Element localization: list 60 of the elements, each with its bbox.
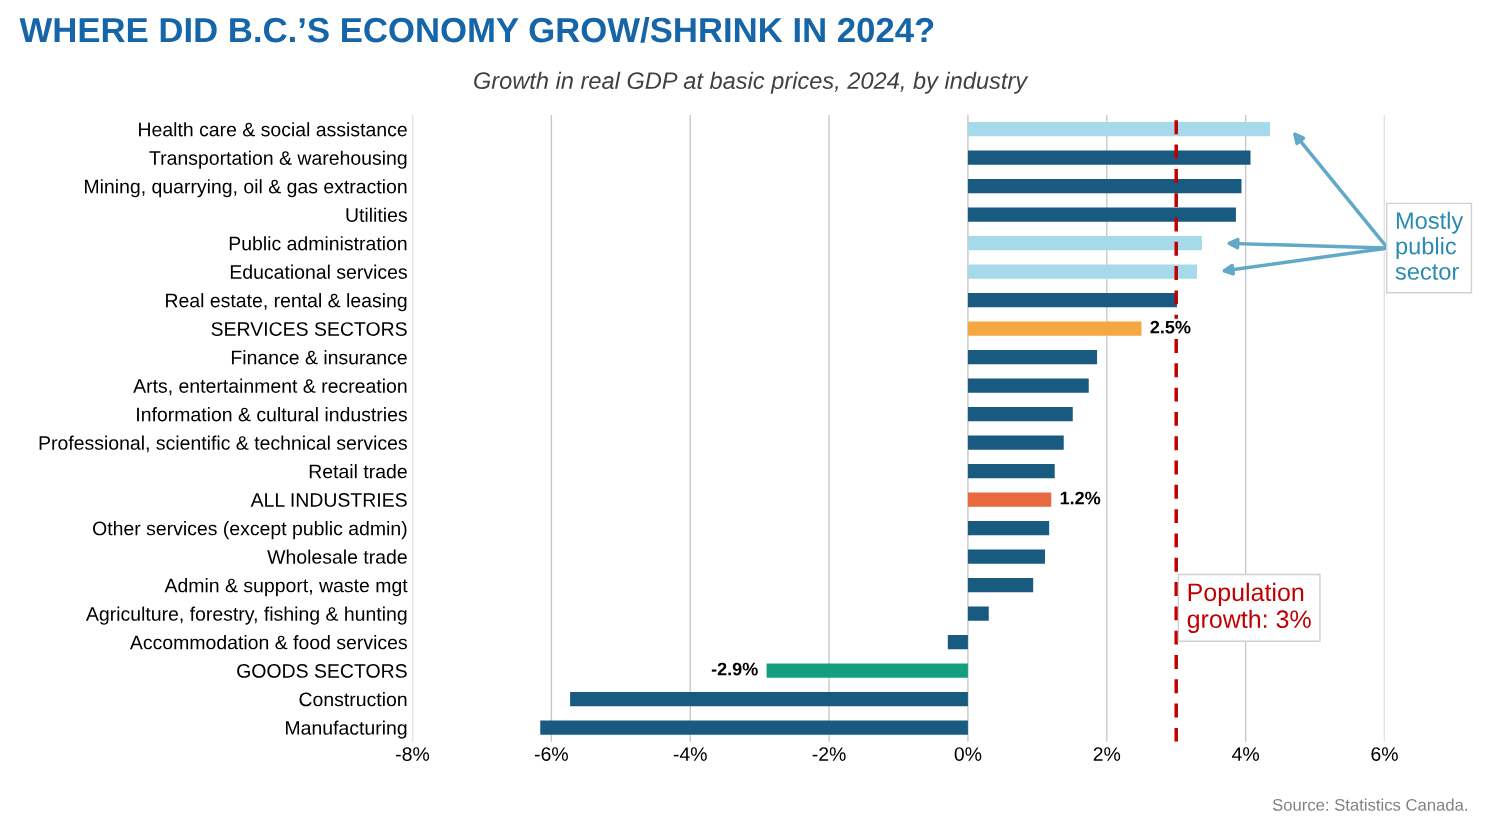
y-tick-label: Health care & social assistance	[139, 122, 407, 137]
ref-line-label: Population growth: 3%	[1187, 582, 1311, 634]
y-tick-label: Public administration	[229, 236, 407, 251]
y-tick-label: Mining, quarrying, oil & gas extraction	[85, 179, 407, 198]
y-tick-label: Real estate, rental & leasing	[166, 293, 407, 312]
y-tick-label: Agriculture, forestry, fishing & hunting	[85, 606, 407, 625]
y-tick-label: Finance & insurance	[231, 350, 407, 365]
y-tick-label: Information & cultural industries	[137, 407, 407, 422]
y-tick-label: Educational services	[230, 264, 407, 279]
bar	[967, 577, 1034, 593]
bar	[570, 691, 968, 707]
y-tick-label: Retail trade	[309, 464, 407, 479]
bar	[967, 207, 1236, 222]
chart-title: WHERE DID B.C.’S ECONOMY GROW/SHRINK IN 2024?	[19, 16, 934, 43]
x-tick-label: -8%	[396, 747, 430, 761]
bar	[967, 179, 1242, 194]
x-tick-label: 6%	[1371, 747, 1398, 761]
y-tick-label: Construction	[299, 692, 407, 707]
x-tick-label: -6%	[534, 747, 568, 761]
x-tick-label: 0%	[954, 747, 982, 761]
bar	[967, 464, 1055, 479]
bar	[947, 634, 968, 650]
x-tick-label: -4%	[673, 747, 707, 761]
data-label: -2.9%	[711, 662, 758, 676]
y-tick-label: Professional, scientific & technical services	[39, 435, 407, 453]
y-tick-label: Accommodation & food services	[129, 635, 407, 650]
y-tick-label: ALL INDUSTRIES	[250, 493, 407, 507]
bar	[967, 435, 1064, 450]
bar	[967, 378, 1089, 393]
y-tick-label: SERVICES SECTORS	[211, 322, 407, 336]
bar	[967, 407, 1073, 422]
bar	[967, 236, 1202, 251]
chart-subtitle: Growth in real GDP at basic prices, 2024, by industry	[474, 71, 1029, 94]
bar	[967, 606, 989, 621]
bar	[967, 264, 1198, 279]
y-tick-label: GOODS SECTORS	[237, 664, 407, 678]
y-tick-label: Other services (except public admin)	[93, 521, 407, 540]
bar	[766, 663, 968, 678]
data-label: 2.5%	[1150, 320, 1191, 334]
data-label: 1.2%	[1060, 491, 1101, 505]
bar	[967, 492, 1052, 507]
bar	[967, 350, 1098, 365]
y-tick-label: Manufacturing	[286, 720, 407, 739]
x-tick-label: -2%	[812, 747, 846, 761]
x-tick-label: 2%	[1093, 747, 1121, 761]
y-tick-label: Transportation & warehousing	[149, 150, 407, 169]
bar	[540, 720, 968, 735]
y-tick-label: Utilities	[346, 207, 407, 222]
bar	[967, 150, 1251, 165]
bar	[967, 321, 1142, 336]
y-tick-label: Arts, entertainment & recreation	[133, 378, 407, 396]
source-note: Source: Statistics Canada.	[1272, 798, 1467, 811]
text: Mostly public sector	[1395, 211, 1464, 280]
bar	[967, 293, 1177, 308]
y-tick-label: Admin & support, waste mgt	[164, 578, 408, 597]
bar	[967, 549, 1045, 564]
bar	[967, 520, 1050, 536]
x-tick-label: 4%	[1232, 747, 1259, 761]
bar	[967, 122, 1270, 137]
y-tick-label: Wholesale trade	[267, 549, 407, 564]
